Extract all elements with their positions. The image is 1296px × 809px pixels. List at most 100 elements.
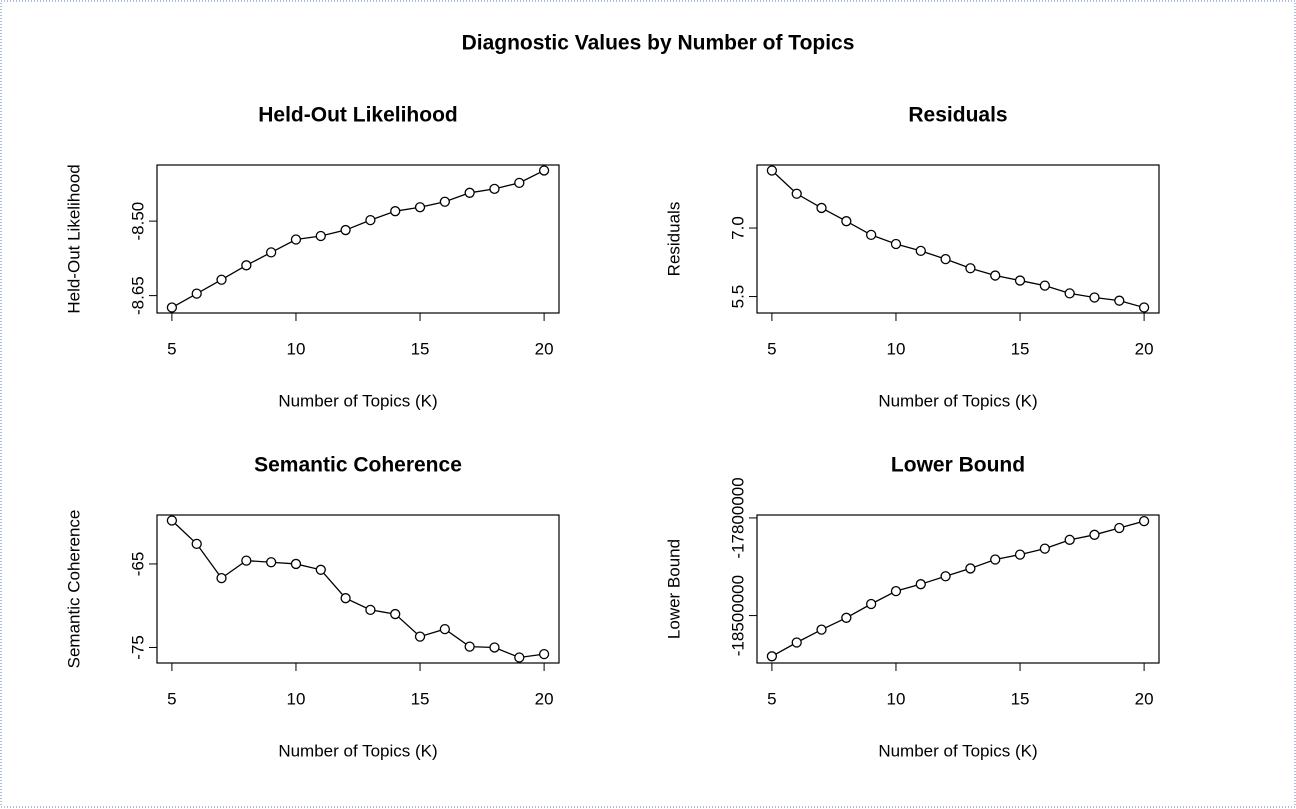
data-point bbox=[915, 579, 926, 590]
y-tick-label: -17800000 bbox=[728, 477, 747, 558]
series-line bbox=[771, 170, 1145, 309]
data-point bbox=[816, 624, 827, 635]
data-point bbox=[464, 187, 475, 198]
x-tick-label: 5 bbox=[767, 339, 776, 358]
data-point bbox=[1039, 280, 1051, 291]
data-point bbox=[940, 253, 951, 265]
data-point bbox=[940, 571, 951, 582]
x-tick-label: 5 bbox=[767, 689, 776, 708]
data-point bbox=[816, 202, 827, 214]
data-point bbox=[241, 555, 252, 566]
data-point bbox=[464, 641, 475, 652]
x-tick-label: 15 bbox=[411, 689, 430, 708]
data-point bbox=[990, 554, 1001, 565]
data-point bbox=[265, 247, 277, 258]
data-point bbox=[489, 642, 500, 653]
data-point bbox=[414, 631, 426, 642]
data-point bbox=[340, 224, 351, 236]
data-point bbox=[965, 263, 976, 274]
panel-title: Semantic Coherence bbox=[254, 454, 462, 477]
data-point bbox=[791, 188, 802, 199]
data-point bbox=[315, 230, 326, 242]
y-axis-label: Semantic Coherence bbox=[64, 510, 83, 669]
x-tick-label: 15 bbox=[411, 339, 430, 358]
y-tick-label: -8.65 bbox=[128, 276, 147, 315]
data-point bbox=[365, 604, 376, 616]
y-axis-label: Lower Bound bbox=[664, 539, 683, 639]
data-point bbox=[1089, 292, 1100, 303]
data-point bbox=[390, 608, 401, 620]
x-axis-label: Number of Topics (K) bbox=[878, 391, 1037, 410]
data-point bbox=[791, 637, 802, 648]
data-point bbox=[241, 260, 252, 271]
y-tick-label: -65 bbox=[128, 552, 147, 577]
x-tick-label: 10 bbox=[887, 689, 906, 708]
panel-title: Held-Out Likelihood bbox=[258, 104, 458, 127]
y-tick-label: -75 bbox=[128, 635, 147, 660]
y-tick-label: -8.50 bbox=[128, 202, 147, 241]
plot-box bbox=[156, 514, 560, 664]
y-axis-label: Residuals bbox=[664, 202, 683, 277]
series-line bbox=[171, 520, 545, 659]
x-tick-label: 10 bbox=[287, 339, 306, 358]
data-point bbox=[841, 612, 852, 623]
data-point bbox=[514, 652, 525, 663]
data-point bbox=[1138, 515, 1150, 527]
x-tick-label: 15 bbox=[1011, 689, 1030, 708]
plot-box bbox=[756, 164, 1160, 314]
x-tick-label: 20 bbox=[1135, 339, 1154, 358]
x-axis-label: Number of Topics (K) bbox=[278, 391, 437, 410]
data-point bbox=[1014, 275, 1026, 286]
data-point bbox=[439, 196, 451, 207]
data-point bbox=[1064, 534, 1075, 545]
data-point bbox=[414, 202, 426, 213]
x-tick-label: 10 bbox=[887, 339, 906, 358]
data-point bbox=[365, 214, 376, 226]
data-point bbox=[290, 558, 302, 570]
data-point bbox=[1089, 529, 1100, 540]
data-point bbox=[766, 165, 778, 176]
x-tick-label: 20 bbox=[1135, 689, 1154, 708]
series-line bbox=[771, 520, 1145, 657]
data-point bbox=[290, 234, 302, 245]
data-point bbox=[265, 557, 277, 568]
data-point bbox=[990, 270, 1001, 281]
plot-box bbox=[756, 514, 1160, 664]
data-point bbox=[890, 586, 902, 597]
data-point bbox=[1039, 543, 1051, 554]
data-point bbox=[166, 515, 178, 526]
data-point bbox=[191, 288, 202, 299]
x-tick-label: 20 bbox=[535, 339, 554, 358]
data-point bbox=[315, 564, 326, 575]
data-point bbox=[166, 302, 178, 313]
x-axis-label: Number of Topics (K) bbox=[878, 741, 1037, 760]
x-tick-label: 20 bbox=[535, 689, 554, 708]
y-tick-label: 7.0 bbox=[728, 216, 747, 240]
data-point bbox=[841, 216, 852, 227]
data-point bbox=[965, 563, 976, 574]
x-tick-label: 15 bbox=[1011, 339, 1030, 358]
data-point bbox=[865, 598, 877, 610]
data-point bbox=[538, 165, 550, 176]
data-point bbox=[766, 651, 778, 662]
x-tick-label: 5 bbox=[167, 689, 176, 708]
data-point bbox=[890, 238, 902, 250]
x-axis-label: Number of Topics (K) bbox=[278, 741, 437, 760]
panel-title: Lower Bound bbox=[891, 454, 1025, 477]
y-axis-label: Held-Out Likelihood bbox=[64, 164, 83, 313]
data-point bbox=[216, 274, 227, 285]
y-tick-label: -18500000 bbox=[728, 575, 747, 656]
data-point bbox=[915, 245, 926, 257]
data-point bbox=[1114, 295, 1125, 306]
data-point bbox=[191, 538, 202, 550]
data-point bbox=[489, 183, 500, 194]
plot-box bbox=[156, 164, 560, 314]
data-point bbox=[538, 648, 550, 660]
data-point bbox=[514, 177, 525, 189]
data-point bbox=[865, 229, 877, 241]
panel-title: Residuals bbox=[908, 104, 1007, 127]
data-point bbox=[439, 623, 451, 635]
